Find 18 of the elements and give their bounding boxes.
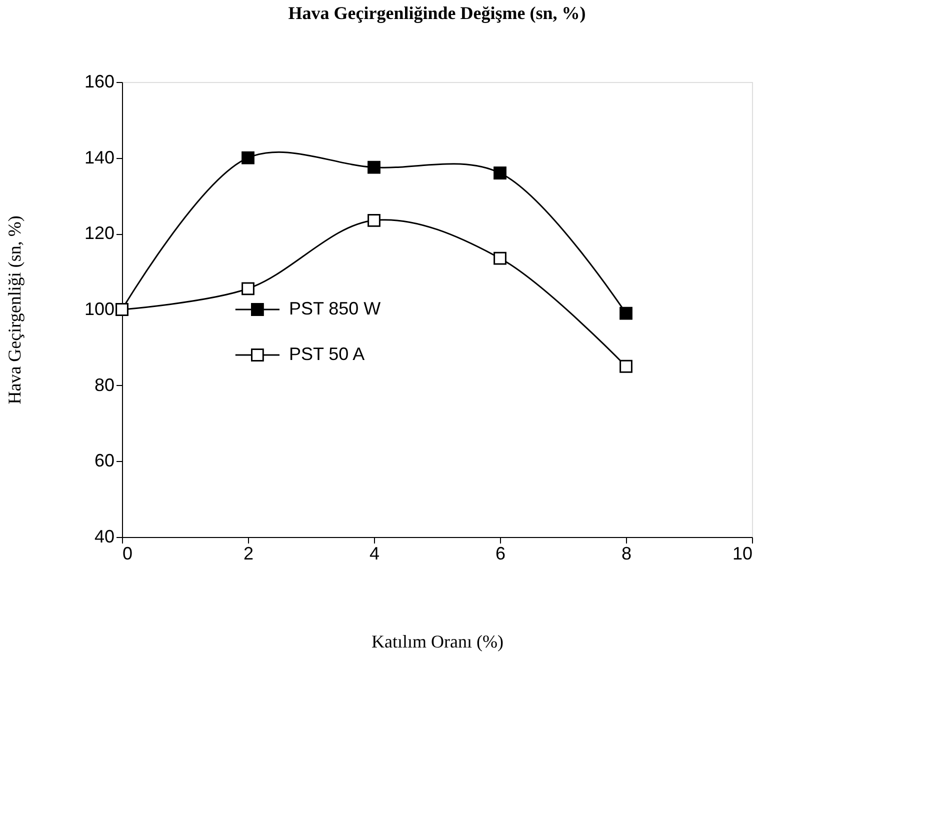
y-tick-label: 40 xyxy=(94,526,114,546)
y-tick-label: 140 xyxy=(84,147,114,168)
x-tick-label: 0 xyxy=(122,544,133,564)
x-tick-label: 10 xyxy=(732,544,752,564)
y-tick-label: 60 xyxy=(94,450,114,471)
y-tick-label: 80 xyxy=(94,374,114,395)
legend-label: PST 50 A xyxy=(288,344,365,364)
y-axis-title: Hava Geçirgenliği (sn, %) xyxy=(4,216,24,404)
x-tick-label: 2 xyxy=(243,544,254,564)
y-tick-label: 160 xyxy=(84,72,114,92)
x-tick-label: 8 xyxy=(621,544,632,564)
y-tick-label: 120 xyxy=(84,223,114,244)
x-tick-label: 4 xyxy=(369,544,380,564)
legend-label: PST 850 W xyxy=(288,298,381,318)
chart-title: Hava Geçirgenliğinde Değişme (sn, %) xyxy=(288,3,586,23)
y-tick-label: 100 xyxy=(84,299,114,319)
x-axis-title: Katılım Oranı (%) xyxy=(372,632,504,652)
x-tick-label: 6 xyxy=(495,544,506,564)
